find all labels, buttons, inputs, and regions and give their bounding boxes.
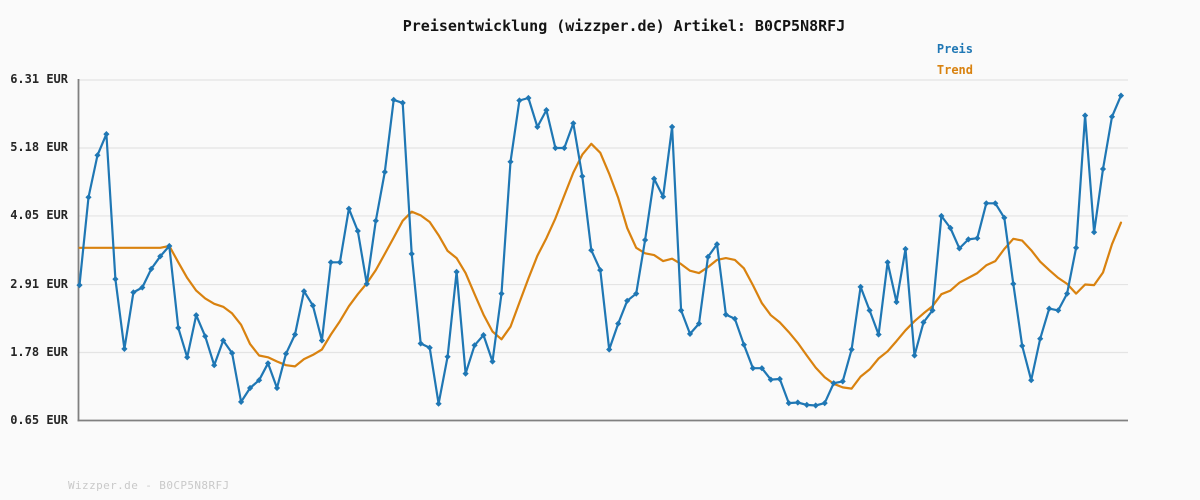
chart-title: Preisentwicklung (wizzper.de) Artikel: B…	[402, 17, 846, 35]
trend-line	[78, 142, 1123, 390]
y-tick-label: 1.78 EUR	[10, 344, 68, 359]
y-tick-label: 0.65 EUR	[10, 412, 68, 427]
chart-legend: Preis Trend	[937, 39, 973, 81]
y-tick-label: 4.05 EUR	[10, 207, 68, 222]
y-tick-label: 5.18 EUR	[10, 139, 68, 154]
preis-line	[78, 94, 1123, 407]
y-tick-label: 6.31 EUR	[10, 72, 68, 86]
watermark-text: Wizzper.de - B0CP5N8RFJ	[68, 479, 230, 492]
legend-item-trend: Trend	[936, 63, 973, 77]
legend-item-preis: Preis	[936, 42, 973, 56]
y-tick-label: 2.91 EUR	[10, 276, 68, 291]
